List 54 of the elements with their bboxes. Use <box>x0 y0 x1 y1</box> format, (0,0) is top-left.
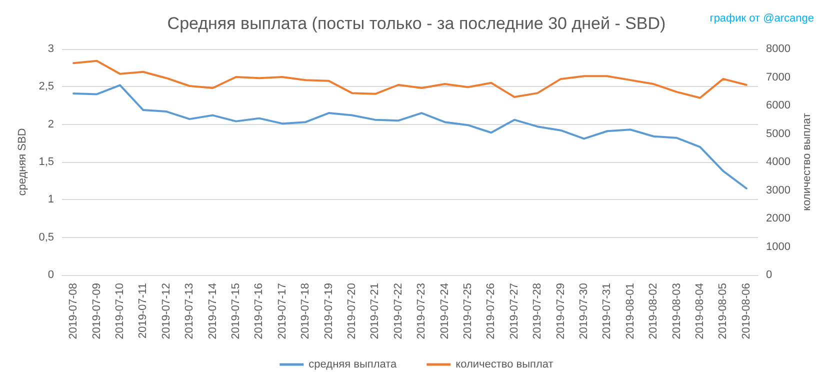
y2-tick-label: 6000 <box>766 100 790 112</box>
x-tick-label: 2019-08-05 <box>717 283 730 340</box>
x-tick-label: 2019-07-25 <box>462 283 474 340</box>
y2-tick-label: 5000 <box>766 128 790 140</box>
y2-tick-label: 0 <box>766 269 772 281</box>
x-tick-label: 2019-07-30 <box>578 283 590 340</box>
legend-label: средняя выплата <box>308 358 398 370</box>
x-tick-label: 2019-07-27 <box>508 283 520 340</box>
line-series <box>72 60 748 99</box>
x-tick-label: 2019-07-19 <box>322 283 335 340</box>
x-tick-label: 2019-07-10 <box>114 283 126 340</box>
y-tick-label: 2,5 <box>38 80 54 93</box>
x-tick-label: 2019-08-04 <box>694 283 706 340</box>
x-tick-label: 2019-07-17 <box>276 283 288 340</box>
y-tick-label: 2 <box>48 118 54 130</box>
y2-tick-label: 3000 <box>766 184 790 196</box>
y-axis-title: средняя SBD <box>16 128 28 196</box>
x-tick-label: 2019-07-23 <box>416 283 428 340</box>
line-series <box>72 84 748 190</box>
legend-label: количество выплат <box>456 358 554 370</box>
x-tick-label: 2019-07-26 <box>485 283 498 340</box>
x-tick-label: 2019-08-06 <box>740 283 752 340</box>
y-tick-label: 1 <box>48 194 54 206</box>
x-tick-label: 2019-08-02 <box>648 283 660 340</box>
chart-title: Средняя выплата (посты только - за последние 30 дней - SBD) <box>167 14 666 33</box>
x-tick-label: 2019-07-20 <box>346 283 358 340</box>
y2-tick-label: 8000 <box>766 43 790 55</box>
y-tick-label: 0 <box>48 269 54 281</box>
x-tick-label: 2019-07-08 <box>68 283 80 340</box>
x-tick-label: 2019-07-09 <box>90 283 103 340</box>
x-tick-label: 2019-07-11 <box>137 283 150 338</box>
y2-axis-title: количество выплат <box>800 113 813 211</box>
x-tick-label: 2019-08-03 <box>670 283 683 340</box>
y2-tick-label: 4000 <box>766 156 790 168</box>
text: график от @arcange <box>710 12 814 24</box>
y2-tick-label: 7000 <box>766 71 790 84</box>
x-tick-label: 2019-07-15 <box>230 283 242 340</box>
y-tick-label: 1,5 <box>38 156 54 168</box>
x-tick-label: 2019-07-14 <box>206 283 219 340</box>
x-tick-label: 2019-07-21 <box>369 283 382 340</box>
y2-tick-label: 2000 <box>766 212 790 224</box>
x-tick-label: 2019-07-24 <box>438 283 451 340</box>
x-tick-label: 2019-07-31 <box>601 283 614 340</box>
x-tick-label: 2019-07-13 <box>184 283 196 340</box>
y-tick-label: 3 <box>48 43 54 55</box>
x-tick-label: 2019-07-18 <box>300 283 312 340</box>
x-tick-label: 2019-07-22 <box>392 283 404 340</box>
y-tick-label: 0,5 <box>38 231 54 244</box>
x-tick-label: 2019-07-12 <box>160 283 172 340</box>
x-tick-label: 2019-07-16 <box>253 283 266 340</box>
x-tick-label: 2019-07-29 <box>554 283 567 340</box>
x-tick-label: 2019-08-01 <box>624 283 636 340</box>
y2-tick-label: 1000 <box>766 240 790 253</box>
x-tick-label: 2019-07-28 <box>532 283 544 340</box>
